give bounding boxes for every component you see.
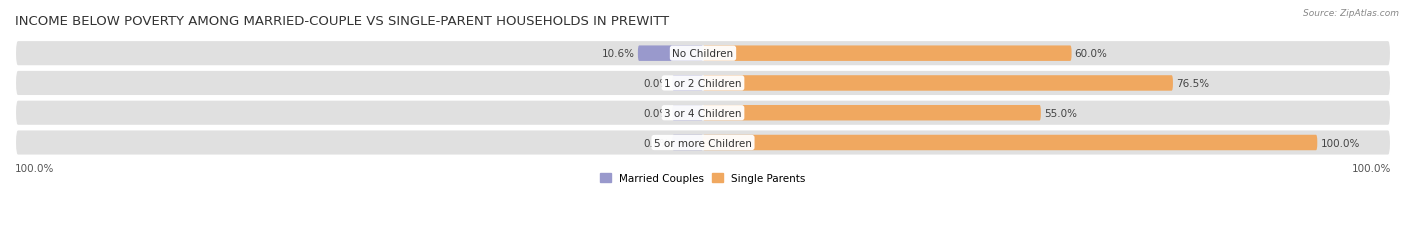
Text: INCOME BELOW POVERTY AMONG MARRIED-COUPLE VS SINGLE-PARENT HOUSEHOLDS IN PREWITT: INCOME BELOW POVERTY AMONG MARRIED-COUPL… bbox=[15, 15, 669, 28]
Text: 60.0%: 60.0% bbox=[1074, 49, 1108, 59]
Text: 55.0%: 55.0% bbox=[1043, 108, 1077, 118]
FancyBboxPatch shape bbox=[15, 130, 1391, 156]
FancyBboxPatch shape bbox=[672, 135, 703, 151]
Text: 0.0%: 0.0% bbox=[643, 79, 669, 88]
Text: 0.0%: 0.0% bbox=[643, 108, 669, 118]
Text: 100.0%: 100.0% bbox=[15, 164, 55, 173]
Text: 100.0%: 100.0% bbox=[1351, 164, 1391, 173]
Text: 0.0%: 0.0% bbox=[643, 138, 669, 148]
FancyBboxPatch shape bbox=[703, 46, 1071, 62]
Text: 5 or more Children: 5 or more Children bbox=[654, 138, 752, 148]
Text: 76.5%: 76.5% bbox=[1175, 79, 1209, 88]
Text: Source: ZipAtlas.com: Source: ZipAtlas.com bbox=[1303, 9, 1399, 18]
Legend: Married Couples, Single Parents: Married Couples, Single Parents bbox=[596, 169, 810, 187]
FancyBboxPatch shape bbox=[703, 76, 1173, 91]
FancyBboxPatch shape bbox=[672, 76, 703, 91]
Text: 100.0%: 100.0% bbox=[1320, 138, 1360, 148]
FancyBboxPatch shape bbox=[703, 106, 1040, 121]
FancyBboxPatch shape bbox=[15, 100, 1391, 126]
Text: 3 or 4 Children: 3 or 4 Children bbox=[664, 108, 742, 118]
FancyBboxPatch shape bbox=[703, 135, 1317, 151]
FancyBboxPatch shape bbox=[15, 70, 1391, 97]
FancyBboxPatch shape bbox=[672, 106, 703, 121]
Text: 1 or 2 Children: 1 or 2 Children bbox=[664, 79, 742, 88]
FancyBboxPatch shape bbox=[638, 46, 703, 62]
FancyBboxPatch shape bbox=[15, 41, 1391, 67]
Text: No Children: No Children bbox=[672, 49, 734, 59]
Text: 10.6%: 10.6% bbox=[602, 49, 636, 59]
